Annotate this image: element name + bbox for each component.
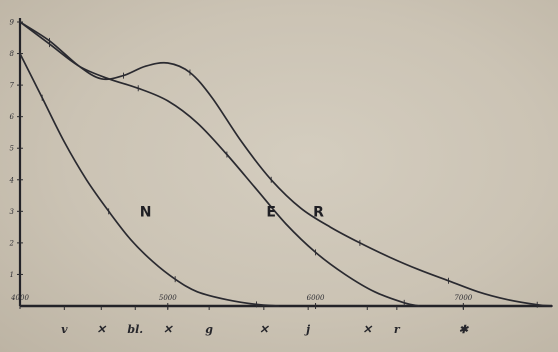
series-line-r xyxy=(19,21,553,307)
x-marker-label: ✕ xyxy=(97,323,107,336)
chart-axes xyxy=(18,18,552,308)
curve-label-n: N xyxy=(140,204,152,220)
y-tick-label: 5 xyxy=(10,145,15,153)
x-marker-label: ✕ xyxy=(163,323,173,336)
x-marker-label: ✕ xyxy=(259,323,269,336)
series-layer xyxy=(19,21,553,308)
x-marker-label: ✕ xyxy=(363,323,373,336)
y-axis-ticks: 9 8 7 6 5 4 3 2 1 xyxy=(9,19,23,279)
series-line-e xyxy=(19,21,420,307)
x-marker-label: j xyxy=(304,323,310,336)
y-tick-label: 6 xyxy=(10,113,15,121)
y-tick-label: 4 xyxy=(9,176,14,184)
y-tick-label: 1 xyxy=(10,271,14,279)
x-marker-label: r xyxy=(394,323,401,336)
y-tick-label: 3 xyxy=(10,208,15,216)
x-marker-label: bl. xyxy=(127,323,143,336)
y-tick-label: 7 xyxy=(10,82,15,90)
x-tick-label: 7000 xyxy=(454,294,472,302)
y-tick-label: 2 xyxy=(9,239,15,247)
x-marker-label: g xyxy=(205,323,213,336)
y-tick-label: 9 xyxy=(10,19,15,27)
x-axis-markers: v ✕ bl. ✕ g ✕ j ✕ r ✱ xyxy=(61,306,470,336)
x-tick-label: 4000 xyxy=(10,294,29,302)
x-tick-label: 5000 xyxy=(159,294,177,302)
series-line-n xyxy=(19,52,280,307)
x-marker-label: v xyxy=(61,323,68,336)
curve-label-r: R xyxy=(313,204,324,220)
curve-label-e: E xyxy=(266,204,276,220)
x-tick-label: 6000 xyxy=(307,294,325,302)
y-tick-label: 8 xyxy=(10,50,15,58)
x-marker-label: ✱ xyxy=(459,323,470,336)
